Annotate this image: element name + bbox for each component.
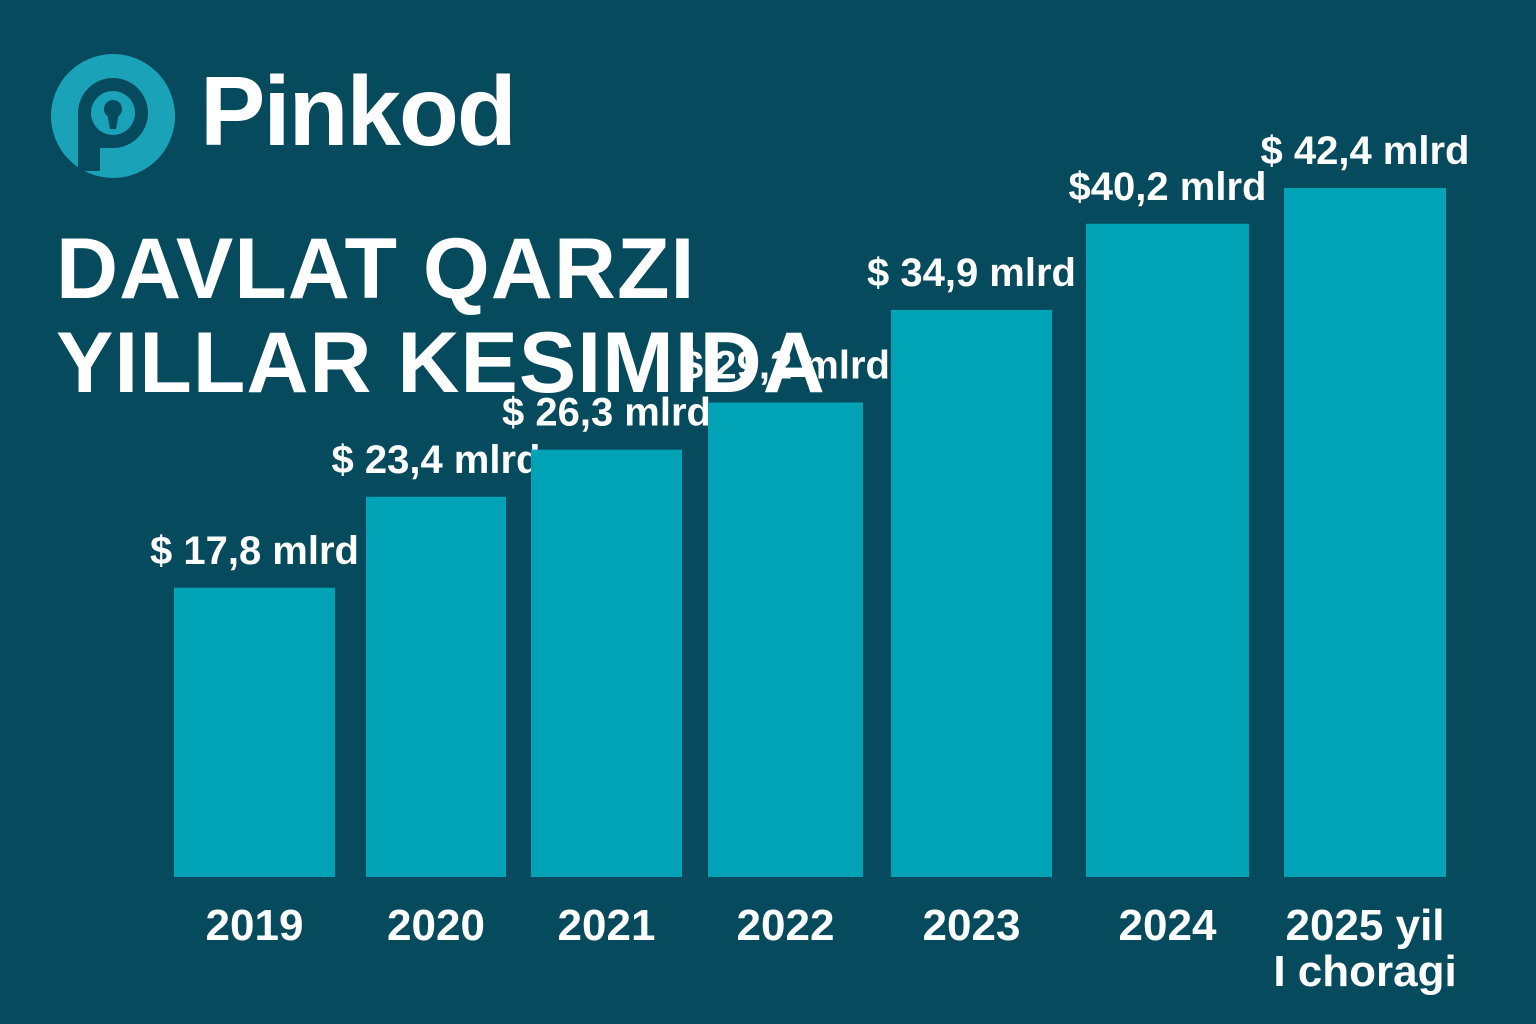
chart-title: DAVLAT QARZI YILLAR KESIMIDA bbox=[56, 222, 826, 410]
brand-name: Pinkod bbox=[200, 56, 517, 166]
value-label-6: $ 42,4 mlrd bbox=[1260, 129, 1469, 173]
brand-logo bbox=[48, 50, 178, 182]
category-label-4: 2023 bbox=[923, 901, 1021, 950]
bar-5 bbox=[1086, 223, 1249, 877]
bar-6 bbox=[1284, 188, 1446, 877]
bar-1 bbox=[366, 496, 506, 877]
category-label-1: 2020 bbox=[387, 901, 485, 950]
value-label-1: $ 23,4 mlrd bbox=[331, 438, 540, 482]
value-label-2: $ 26,3 mlrd bbox=[502, 391, 711, 435]
category-label-3: 2022 bbox=[737, 901, 835, 950]
pinkod-keyhole-logo-icon bbox=[51, 54, 175, 178]
value-label-0: $ 17,8 mlrd bbox=[150, 529, 359, 573]
category-label-0: 2019 bbox=[206, 901, 304, 950]
chart-title-line-1: DAVLAT QARZI bbox=[56, 221, 696, 317]
value-label-5: $40,2 mlrd bbox=[1069, 165, 1267, 209]
bar-0 bbox=[174, 587, 335, 877]
category-label-6: 2025 yil I choragi bbox=[1273, 901, 1456, 996]
category-label-5: 2024 bbox=[1119, 901, 1217, 950]
bar-3 bbox=[708, 402, 863, 877]
chart-title-line-2: YILLAR KESIMIDA bbox=[56, 315, 826, 411]
category-label-2: 2021 bbox=[558, 901, 656, 950]
value-label-4: $ 34,9 mlrd bbox=[867, 251, 1076, 295]
bar-2 bbox=[531, 449, 682, 877]
bar-4 bbox=[891, 309, 1052, 877]
value-label-3: $ 29,2 mlrd bbox=[681, 344, 890, 388]
